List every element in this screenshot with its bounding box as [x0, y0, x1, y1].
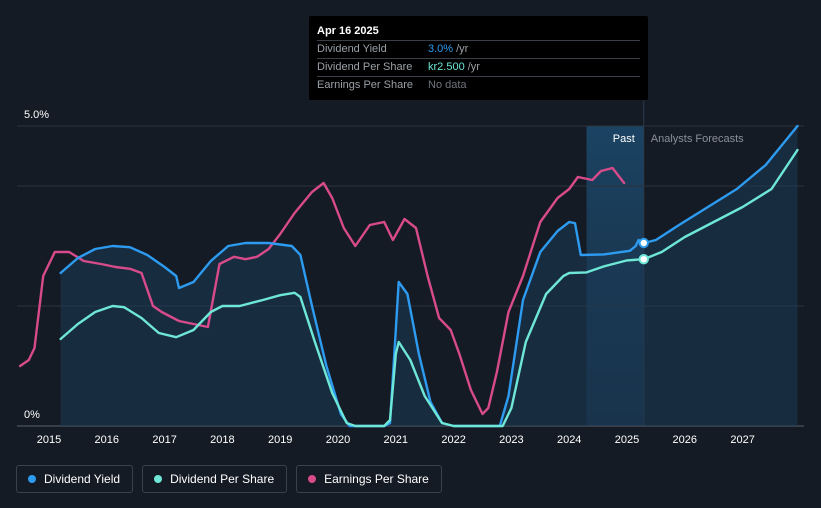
yield-series-line: [59, 124, 799, 428]
chart-legend: Dividend Yield Dividend Per Share Earnin…: [16, 465, 442, 493]
x-tick-label: 2021: [384, 434, 408, 446]
x-tick-label: 2020: [326, 434, 350, 446]
tooltip-value: No data: [428, 79, 467, 91]
legend-dot-icon: [154, 475, 163, 483]
legend-dot-icon: [28, 475, 36, 483]
past-label: Past: [613, 133, 635, 145]
yield-area: [60, 126, 798, 426]
tooltip-date: Apr 16 2025: [317, 25, 379, 37]
x-tick-label: 2019: [268, 434, 292, 446]
dps-series-line: [59, 148, 799, 428]
hover-tooltip: Apr 16 2025 Dividend Yield 3.0% /yr Divi…: [309, 16, 648, 100]
x-tick-label: 2025: [615, 434, 639, 446]
legend-label: Dividend Yield: [44, 472, 121, 486]
tooltip-unit: /yr: [467, 61, 480, 73]
y-tick-label: 0%: [24, 409, 40, 421]
tooltip-row-eps: Earnings Per Share No data: [317, 76, 640, 94]
x-tick-label: 2022: [441, 434, 465, 446]
tooltip-label: Dividend Yield: [317, 43, 387, 55]
x-tick-label: 2016: [95, 434, 119, 446]
legend-dot-icon: [308, 475, 317, 483]
tooltip-value: 3.0%: [428, 43, 454, 55]
legend-label: Dividend Per Share: [170, 472, 275, 486]
x-tick-label: 2026: [673, 434, 697, 446]
eps-series-line: [18, 166, 626, 416]
dps-marker: [638, 254, 649, 265]
x-tick-label: 2015: [37, 434, 61, 446]
x-tick-label: 2027: [730, 434, 754, 446]
x-tick-label: 2023: [499, 434, 523, 446]
y-tick-label: 5.0%: [24, 109, 49, 121]
tooltip-label: Earnings Per Share: [317, 79, 413, 91]
legend-item-dividend-yield[interactable]: Dividend Yield: [16, 465, 134, 493]
dividend-chart: 5.0% 0% 2015 2016 2017 2018 2019 2020 2021 2022 20…: [17, 100, 804, 446]
forecast-label: Analysts Forecasts: [651, 133, 744, 145]
tooltip-label: Dividend Per Share: [317, 61, 413, 73]
yield-marker: [638, 237, 649, 249]
x-tick-label: 2017: [152, 434, 176, 446]
tooltip-value: kr2.500: [428, 61, 465, 73]
x-tick-label: 2024: [557, 434, 581, 446]
legend-item-earnings-per-share[interactable]: Earnings Per Share: [296, 465, 442, 493]
tooltip-row-yield: Dividend Yield 3.0% /yr: [317, 40, 640, 58]
x-tick-label: 2018: [210, 434, 234, 446]
tooltip-unit: /yr: [456, 43, 469, 55]
legend-item-dividend-per-share[interactable]: Dividend Per Share: [142, 465, 288, 493]
legend-label: Earnings Per Share: [324, 472, 429, 486]
tooltip-row-dps: Dividend Per Share kr2.500 /yr: [317, 58, 640, 76]
